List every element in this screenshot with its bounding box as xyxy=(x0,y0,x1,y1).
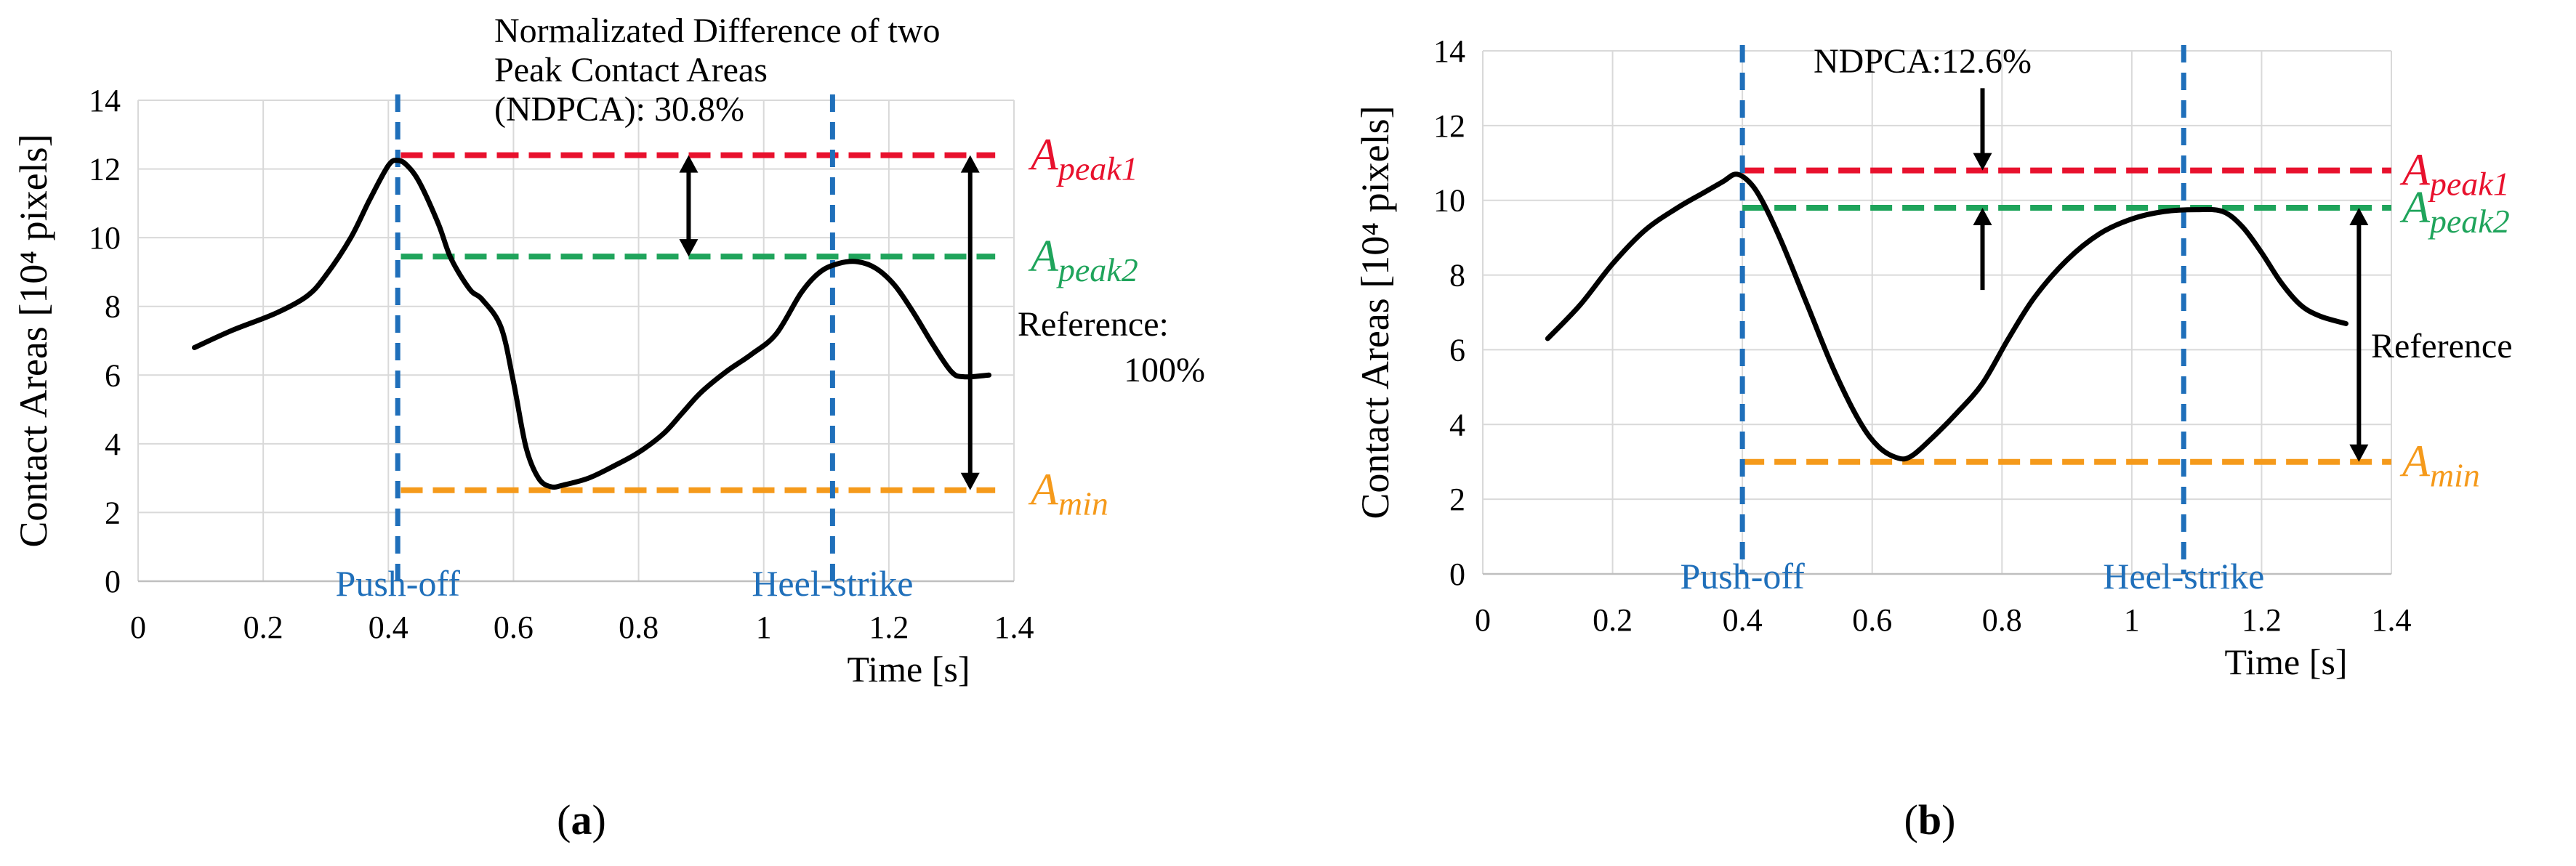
event-label-heel-strike: Heel-strike xyxy=(2103,556,2264,596)
arrow-head-up xyxy=(2349,208,2369,225)
chart-panel-a: 0 2 4 6 8 10 12 14 0 0.2 0.4 0.6 0.8 1 1.2 1.4 Time [s] C… xyxy=(12,12,1205,843)
caption-paren: ( xyxy=(557,796,571,843)
legend-subscript: peak2 xyxy=(1056,251,1138,288)
legend-symbol: A xyxy=(1028,232,1059,281)
arrow-head-down xyxy=(1973,153,1992,171)
legend-label-a-peak2: Apeak2 xyxy=(1028,232,1138,288)
y-tick-label: 4 xyxy=(105,426,121,462)
x-tick-label: 0 xyxy=(130,610,146,645)
legend-symbol: A xyxy=(2399,183,2431,232)
arrow-head-down xyxy=(679,239,699,257)
legend-symbol: A xyxy=(2399,437,2431,487)
annotation-reference-line: 100% xyxy=(1124,351,1205,389)
arrow-head-down xyxy=(960,472,980,490)
panel-caption: (b) xyxy=(1904,796,1956,843)
x-tick-label: 0.6 xyxy=(1852,602,1892,638)
legend-label-a-peak1: Apeak1 xyxy=(1028,131,1138,187)
x-axis-label: Time [s] xyxy=(847,649,970,689)
legend-subscript: min xyxy=(1058,485,1108,522)
event-label-push-off: Push-off xyxy=(336,563,461,604)
arrow-head-up xyxy=(960,155,980,173)
y-tick-label: 2 xyxy=(1449,482,1465,517)
x-tick-label: 1 xyxy=(2124,602,2140,638)
event-label-push-off: Push-off xyxy=(1680,556,1805,596)
legend-label-a-peak2: Apeak2 xyxy=(2399,183,2510,240)
x-tick-label: 1.2 xyxy=(2242,602,2282,638)
y-tick-label: 12 xyxy=(1433,108,1465,144)
legend-symbol: A xyxy=(1028,466,1059,515)
y-tick-label: 12 xyxy=(89,152,121,187)
y-tick-label: 6 xyxy=(1449,332,1465,368)
y-tick-label: 10 xyxy=(89,220,121,256)
panel-caption: (a) xyxy=(557,796,606,843)
legend-subscript: peak1 xyxy=(1056,150,1138,187)
x-axis-label: Time [s] xyxy=(2224,642,2347,682)
y-tick-label: 14 xyxy=(89,83,121,118)
x-tick-label: 1 xyxy=(756,610,772,645)
x-tick-label: 0.4 xyxy=(1723,602,1763,638)
chart-panel-b: 0 2 4 6 8 10 12 14 0 0.2 0.4 0.6 0.8 1 1.2 1.4 Time [s] C… xyxy=(1353,33,2513,843)
legend-label-a-min: Amin xyxy=(1028,466,1108,522)
x-tick-label: 1.2 xyxy=(869,610,909,645)
x-tick-label: 0.2 xyxy=(243,610,283,645)
y-tick-label: 8 xyxy=(1449,258,1465,294)
event-label-heel-strike: Heel-strike xyxy=(752,563,913,604)
y-tick-label: 6 xyxy=(105,357,121,393)
legend-subscript: peak1 xyxy=(2428,166,2510,203)
x-tick-label: 0.8 xyxy=(1982,602,2022,638)
x-tick-label: 0.8 xyxy=(619,610,659,645)
y-tick-label: 14 xyxy=(1433,33,1465,69)
y-tick-label: 2 xyxy=(105,495,121,530)
arrow-head-up xyxy=(1973,208,1992,225)
annotation-reference: Reference xyxy=(2371,327,2513,365)
legend-label-a-peak1: Apeak1 xyxy=(2399,146,2510,203)
y-tick-label: 0 xyxy=(105,564,121,599)
caption-paren: ) xyxy=(1941,796,1955,843)
arrow-head-up xyxy=(679,155,699,173)
annotation-ndpca: NDPCA:12.6% xyxy=(1814,42,2032,81)
x-tick-label: 1.4 xyxy=(994,610,1034,645)
annotation-ndpca-line: (NDPCA): 30.8% xyxy=(494,90,744,129)
annotation-ndpca-line: Normalizated Difference of two xyxy=(494,12,941,50)
y-tick-label: 8 xyxy=(105,289,121,325)
y-tick-label: 0 xyxy=(1449,557,1465,592)
y-tick-label: 4 xyxy=(1449,407,1465,442)
series-line-contact-area xyxy=(191,158,992,490)
legend-label-a-min: Amin xyxy=(2399,437,2480,494)
x-tick-label: 0.4 xyxy=(369,610,408,645)
y-axis-label: Contact Areas [10⁴ pixels] xyxy=(12,134,55,547)
x-tick-label: 0.2 xyxy=(1593,602,1633,638)
legend-symbol: A xyxy=(2399,146,2431,195)
caption-paren: ) xyxy=(592,796,606,843)
annotation-reference-line: Reference: xyxy=(1018,305,1169,344)
x-tick-label: 1.4 xyxy=(2372,602,2412,638)
legend-subscript: min xyxy=(2430,457,2480,494)
caption-letter: b xyxy=(1918,796,1941,843)
y-axis-label: Contact Areas [10⁴ pixels] xyxy=(1353,105,1397,519)
series-line-contact-area xyxy=(1545,171,2348,462)
annotation-ndpca-line: Peak Contact Areas xyxy=(494,51,768,89)
x-tick-label: 0 xyxy=(1475,602,1491,638)
legend-symbol: A xyxy=(1028,131,1059,180)
y-tick-label: 10 xyxy=(1433,183,1465,219)
caption-paren: ( xyxy=(1904,796,1918,843)
arrow-head-down xyxy=(2349,444,2369,462)
legend-subscript: peak2 xyxy=(2428,203,2510,240)
x-tick-label: 0.6 xyxy=(494,610,534,645)
caption-letter: a xyxy=(571,796,592,843)
